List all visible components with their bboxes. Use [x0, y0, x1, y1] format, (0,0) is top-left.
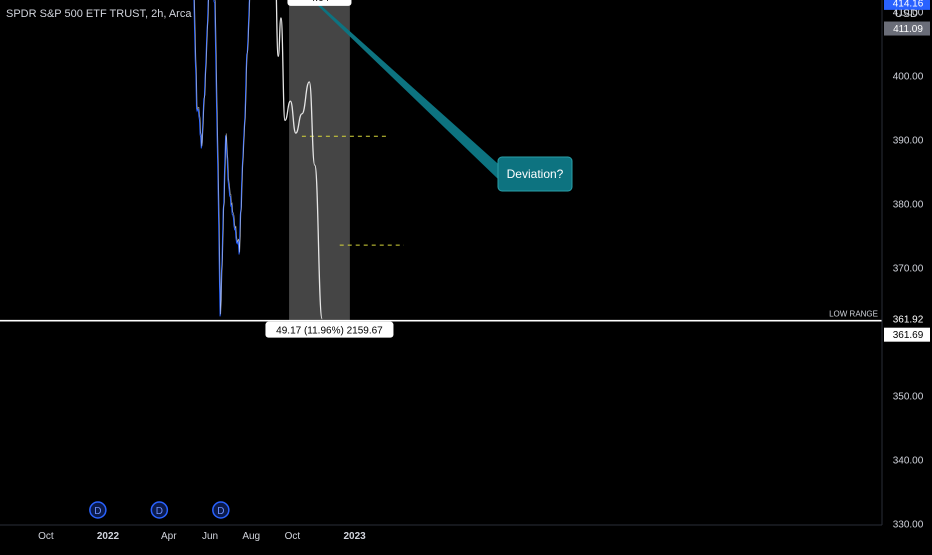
dividend-label-0: D	[94, 506, 101, 517]
chart-title: SPDR S&P 500 ETF TRUST, 2h, Arca	[6, 8, 192, 20]
projection-path[interactable]	[261, 0, 323, 320]
x-tick-3: Jun	[202, 531, 218, 542]
bottom-measure-box	[265, 321, 394, 338]
x-tick-0: Oct	[38, 531, 54, 542]
price-badge-8	[884, 312, 930, 327]
dividend-marker-2[interactable]	[212, 501, 230, 519]
y-tick-7: 400.00	[893, 72, 924, 83]
price-badge-label-8: 361.92	[893, 315, 924, 326]
dividend-label-1: D	[156, 506, 163, 517]
dividend-marker-1[interactable]	[150, 501, 169, 519]
y-tick-5: 380.00	[893, 200, 924, 211]
x-tick-2: Apr	[161, 531, 177, 542]
x-tick-1: 2022	[97, 531, 120, 542]
callout-text: Deviation?	[507, 167, 564, 181]
price-badge-7	[884, 21, 930, 36]
price-badge-label-9: 361.69	[893, 330, 924, 341]
currency-label: USD	[894, 8, 918, 20]
level-label-6: LOW RANGE	[829, 310, 878, 319]
price-series-wicks	[194, 0, 251, 315]
y-tick-4: 370.00	[893, 264, 924, 275]
dividend-marker-0[interactable]	[89, 501, 107, 519]
x-tick-5: Oct	[285, 531, 301, 542]
mid-measure-box	[287, 0, 352, 6]
price-badge-label-6: 414.16	[893, 0, 924, 9]
price-badge-6	[884, 0, 930, 10]
callout-box[interactable]	[497, 156, 573, 192]
price-badge-label-7: 411.09	[893, 24, 923, 35]
mid-measure-label-2: 4.64	[310, 0, 330, 4]
y-tick-8: 410.00	[893, 8, 924, 19]
y-tick-0: 330.00	[893, 520, 924, 531]
y-tick-6: 390.00	[893, 136, 924, 147]
y-tick-1: 340.00	[893, 456, 924, 467]
dividend-label-2: D	[217, 506, 224, 517]
bottom-measure-label: 49.17 (11.96%) 2159.67	[276, 326, 383, 337]
price-series-line[interactable]	[38, 0, 261, 317]
price-badge-9	[884, 327, 930, 342]
x-tick-4: Aug	[242, 531, 260, 542]
x-tick-6: 2023	[343, 531, 366, 542]
y-tick-2: 350.00	[893, 392, 924, 403]
callout-pointer	[311, 0, 524, 187]
